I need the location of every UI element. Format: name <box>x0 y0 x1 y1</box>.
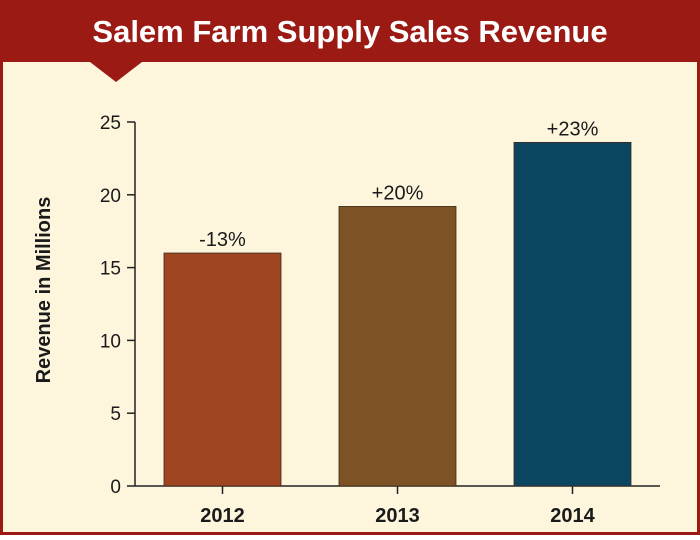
data-label-2014: +23% <box>547 118 599 140</box>
y-tick-label: 10 <box>100 331 121 352</box>
y-tick-label: 25 <box>100 113 121 134</box>
y-tick-label: 0 <box>110 477 121 498</box>
y-tick-label: 5 <box>110 404 121 425</box>
bar-2012 <box>163 252 282 487</box>
x-tick-label-2014: 2014 <box>550 505 595 527</box>
bar-2013 <box>338 206 457 487</box>
y-axis-label: Revenue in Millions <box>33 197 55 384</box>
y-tick-label: 15 <box>100 259 121 280</box>
data-label-2013: +20% <box>372 182 424 204</box>
x-tick-label-2012: 2012 <box>200 505 245 527</box>
y-tick-label: 20 <box>100 186 121 207</box>
bar-2014 <box>513 141 632 487</box>
title-banner <box>0 0 700 62</box>
title-banner-pointer <box>90 62 142 82</box>
x-tick-label-2013: 2013 <box>375 505 420 527</box>
chart-title: Salem Farm Supply Sales Revenue <box>92 14 607 49</box>
bars <box>163 141 632 487</box>
data-label-2012: -13% <box>199 229 246 251</box>
data-labels: -13% 2012 +20% 2013 +23% 2014 <box>199 118 598 527</box>
